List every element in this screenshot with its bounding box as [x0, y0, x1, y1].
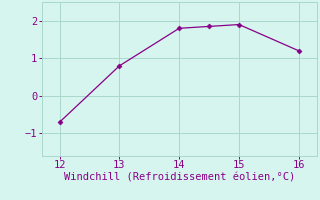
X-axis label: Windchill (Refroidissement éolien,°C): Windchill (Refroidissement éolien,°C): [64, 173, 295, 183]
